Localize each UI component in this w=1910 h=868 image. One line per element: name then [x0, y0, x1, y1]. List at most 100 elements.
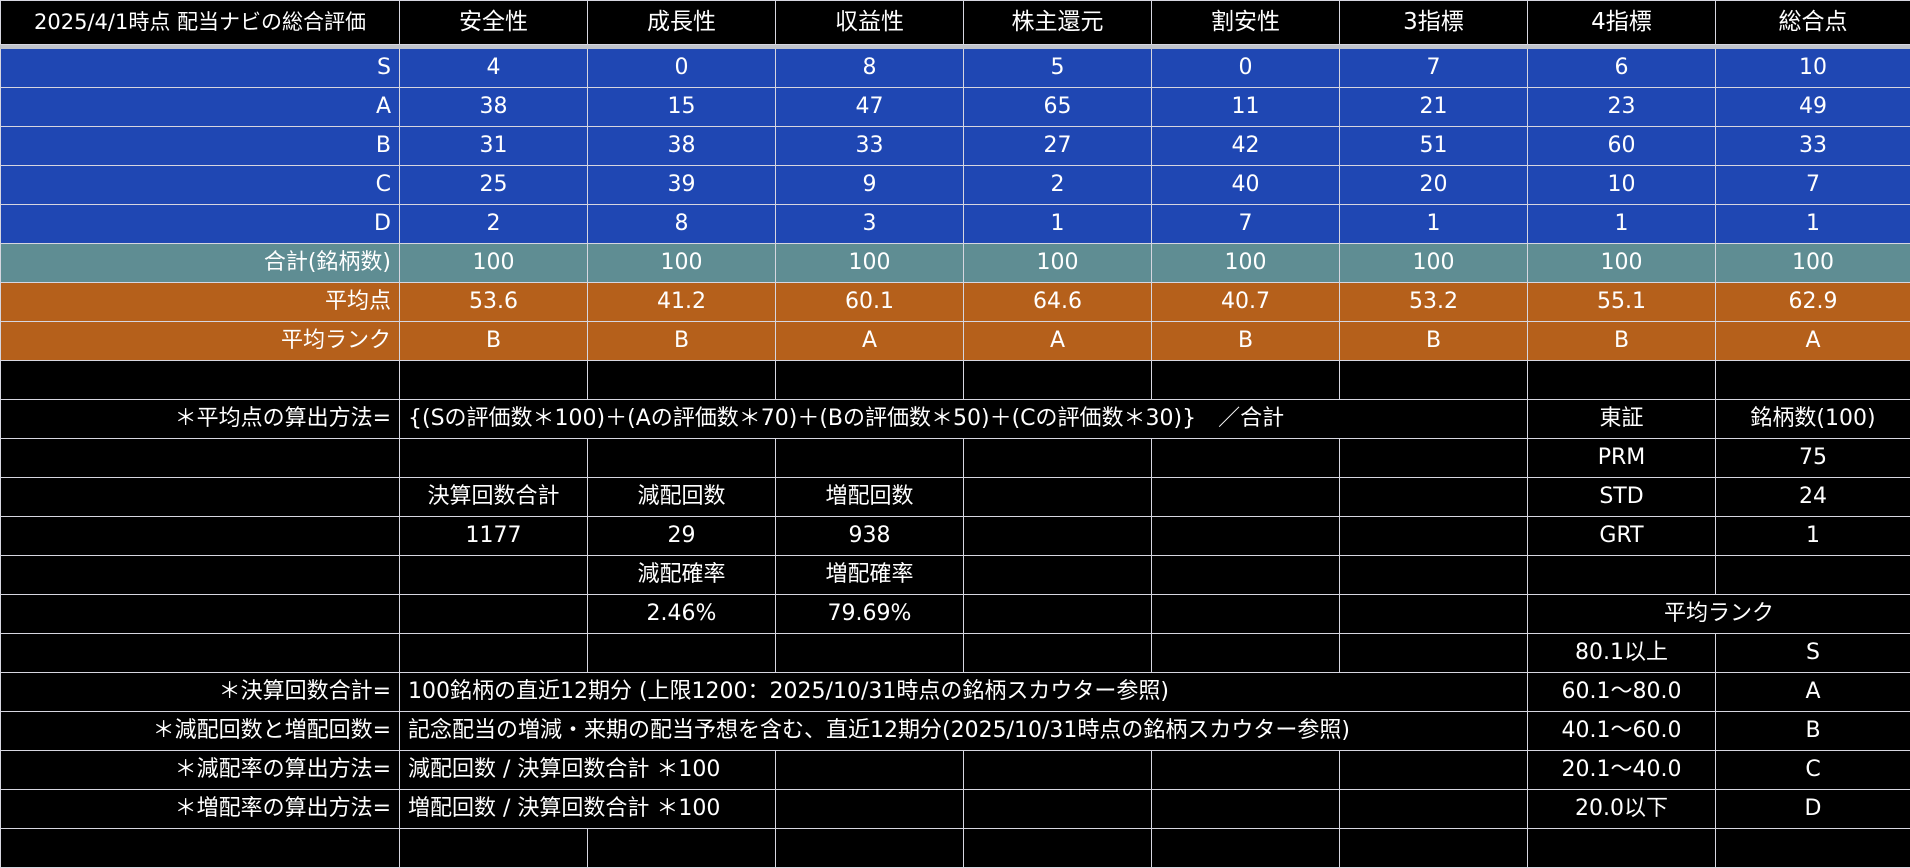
- row-label[interactable]: 平均ランク: [1, 322, 400, 361]
- row-label[interactable]: C: [1, 166, 400, 205]
- cell[interactable]: [1152, 595, 1340, 634]
- cell[interactable]: 64.6: [964, 283, 1152, 322]
- cell[interactable]: [1152, 829, 1340, 868]
- col-header-value[interactable]: 割安性: [1152, 1, 1340, 45]
- cell[interactable]: 1: [1716, 205, 1910, 244]
- cell[interactable]: 53.2: [1340, 283, 1528, 322]
- cell[interactable]: 38: [588, 127, 776, 166]
- cell[interactable]: [400, 361, 588, 400]
- formula-text[interactable]: {(Sの評価数＊100)＋(Aの評価数＊70)＋(Bの評価数＊50)＋(Cの評価…: [400, 400, 1528, 439]
- cell[interactable]: [1716, 829, 1910, 868]
- cell[interactable]: 9: [776, 166, 964, 205]
- rank-range[interactable]: 60.1〜80.0: [1528, 673, 1716, 712]
- cell[interactable]: 7: [1716, 166, 1910, 205]
- cell[interactable]: 53.6: [400, 283, 588, 322]
- cell[interactable]: 2: [400, 205, 588, 244]
- cell[interactable]: 100: [1528, 244, 1716, 283]
- cell[interactable]: 100: [964, 244, 1152, 283]
- cell[interactable]: 100: [1340, 244, 1528, 283]
- formula-label[interactable]: ＊平均点の算出方法=: [1, 400, 400, 439]
- cell[interactable]: 40: [1152, 166, 1340, 205]
- cell[interactable]: 10: [1528, 166, 1716, 205]
- col-header-4-metrics[interactable]: 4指標: [1528, 1, 1716, 45]
- market-name[interactable]: STD: [1528, 478, 1716, 517]
- cell[interactable]: 100: [588, 244, 776, 283]
- row-label[interactable]: A: [1, 88, 400, 127]
- cell[interactable]: [1528, 829, 1716, 868]
- dividend-raise-count-value[interactable]: 938: [776, 517, 964, 556]
- cell[interactable]: 1: [1528, 205, 1716, 244]
- cell[interactable]: [1, 439, 400, 478]
- cell[interactable]: [1, 634, 400, 673]
- cell[interactable]: [1340, 595, 1528, 634]
- col-header-profit[interactable]: 収益性: [776, 1, 964, 45]
- cell[interactable]: [776, 361, 964, 400]
- rank-grade[interactable]: D: [1716, 790, 1910, 829]
- cell[interactable]: B: [400, 322, 588, 361]
- cell[interactable]: 41.2: [588, 283, 776, 322]
- note-label[interactable]: ＊減配回数と増配回数=: [1, 712, 400, 751]
- cell[interactable]: 42: [1152, 127, 1340, 166]
- cell[interactable]: [1340, 634, 1528, 673]
- cell[interactable]: [1152, 517, 1340, 556]
- cell[interactable]: [400, 595, 588, 634]
- cell[interactable]: [776, 790, 964, 829]
- cell[interactable]: [1340, 517, 1528, 556]
- rank-grade[interactable]: C: [1716, 751, 1910, 790]
- market-count[interactable]: 75: [1716, 439, 1910, 478]
- cell[interactable]: [1, 361, 400, 400]
- rank-grade[interactable]: B: [1716, 712, 1910, 751]
- cell[interactable]: 0: [1152, 49, 1340, 88]
- market-name[interactable]: GRT: [1528, 517, 1716, 556]
- cell[interactable]: 23: [1528, 88, 1716, 127]
- cell[interactable]: 38: [400, 88, 588, 127]
- dividend-raise-rate-label[interactable]: 増配確率: [776, 556, 964, 595]
- cell[interactable]: [776, 439, 964, 478]
- cell[interactable]: 15: [588, 88, 776, 127]
- cell[interactable]: 65: [964, 88, 1152, 127]
- market-count[interactable]: 24: [1716, 478, 1910, 517]
- rank-range[interactable]: 40.1〜60.0: [1528, 712, 1716, 751]
- cell[interactable]: 8: [776, 49, 964, 88]
- cell[interactable]: [1340, 361, 1528, 400]
- cell[interactable]: 25: [400, 166, 588, 205]
- rank-range[interactable]: 20.1〜40.0: [1528, 751, 1716, 790]
- rank-grade[interactable]: A: [1716, 673, 1910, 712]
- note-text[interactable]: 減配回数 / 決算回数合計 ＊100: [400, 751, 776, 790]
- cell[interactable]: 100: [1716, 244, 1910, 283]
- cell[interactable]: 6: [1528, 49, 1716, 88]
- cell[interactable]: [1340, 751, 1528, 790]
- cell[interactable]: 47: [776, 88, 964, 127]
- cell[interactable]: 100: [776, 244, 964, 283]
- cell[interactable]: [1152, 634, 1340, 673]
- rank-table-title[interactable]: 平均ランク: [1528, 595, 1910, 634]
- cell[interactable]: [1152, 790, 1340, 829]
- cell[interactable]: 11: [1152, 88, 1340, 127]
- cell[interactable]: 100: [400, 244, 588, 283]
- dividend-cut-rate-value[interactable]: 2.46%: [588, 595, 776, 634]
- cell[interactable]: [776, 751, 964, 790]
- dividend-cut-count-value[interactable]: 29: [588, 517, 776, 556]
- cell[interactable]: [1340, 439, 1528, 478]
- cell[interactable]: [1, 478, 400, 517]
- col-header-safety[interactable]: 安全性: [400, 1, 588, 45]
- dividend-raise-rate-value[interactable]: 79.69%: [776, 595, 964, 634]
- cell[interactable]: [964, 517, 1152, 556]
- cell[interactable]: B: [1528, 322, 1716, 361]
- cell[interactable]: 40.7: [1152, 283, 1340, 322]
- cell[interactable]: [1340, 478, 1528, 517]
- cell[interactable]: [1152, 751, 1340, 790]
- cell[interactable]: 7: [1340, 49, 1528, 88]
- cell[interactable]: [1, 595, 400, 634]
- cell[interactable]: 1: [964, 205, 1152, 244]
- cell[interactable]: 8: [588, 205, 776, 244]
- row-label[interactable]: B: [1, 127, 400, 166]
- cell[interactable]: [776, 829, 964, 868]
- cell[interactable]: B: [1340, 322, 1528, 361]
- cell[interactable]: [588, 634, 776, 673]
- cell[interactable]: 4: [400, 49, 588, 88]
- market-count-header[interactable]: 銘柄数(100): [1716, 400, 1910, 439]
- cell[interactable]: [1, 517, 400, 556]
- cell[interactable]: [1340, 556, 1528, 595]
- cell[interactable]: 0: [588, 49, 776, 88]
